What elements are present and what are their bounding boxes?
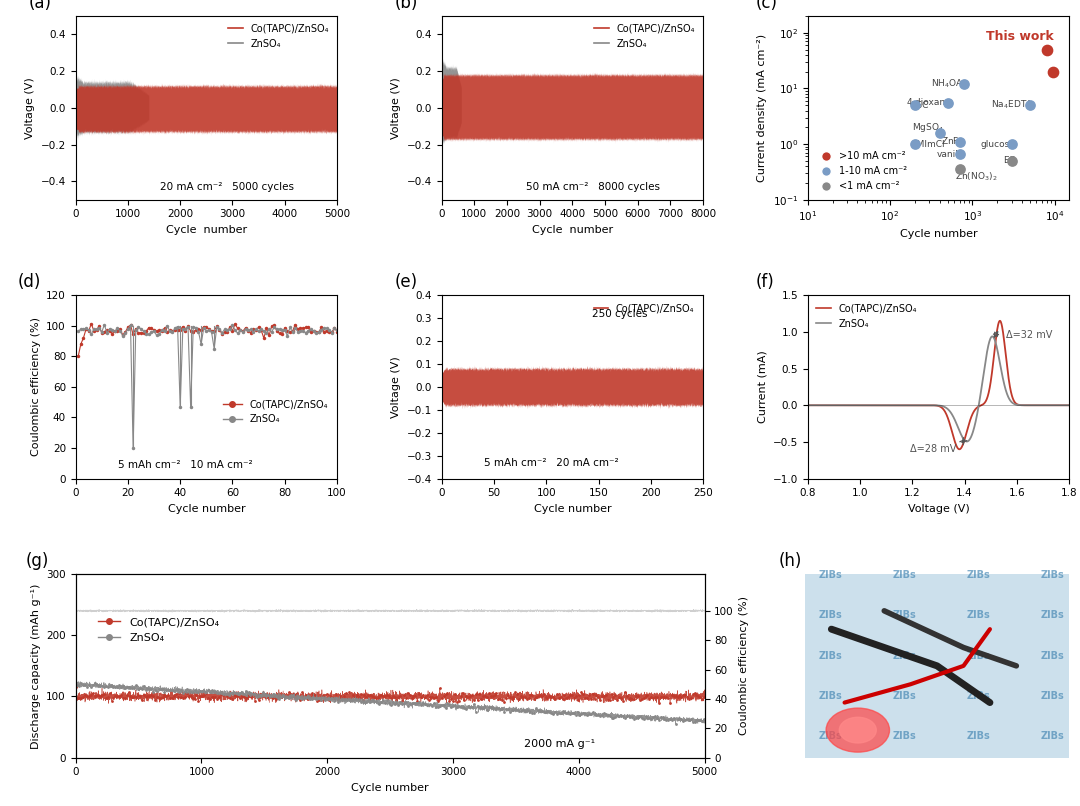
Y-axis label: Discharge capacity (mAh g⁻¹): Discharge capacity (mAh g⁻¹) <box>30 584 41 749</box>
Text: 250 cycles: 250 cycles <box>592 310 647 319</box>
Text: (c): (c) <box>755 0 778 12</box>
Text: (b): (b) <box>394 0 418 12</box>
Text: MgSO$_4$: MgSO$_4$ <box>912 121 944 134</box>
Y-axis label: Voltage (V): Voltage (V) <box>391 77 401 139</box>
Point <box>951 135 969 148</box>
Point <box>1038 44 1055 56</box>
Text: ZIBs: ZIBs <box>1040 650 1064 661</box>
Text: 5 mAh cm⁻²   20 mA cm⁻²: 5 mAh cm⁻² 20 mA cm⁻² <box>484 458 619 467</box>
X-axis label: Cycle number: Cycle number <box>351 783 429 793</box>
Text: (f): (f) <box>755 273 774 292</box>
Text: ZIBs: ZIBs <box>1040 691 1064 701</box>
Text: ZIBs: ZIBs <box>967 650 990 661</box>
X-axis label: Voltage (V): Voltage (V) <box>907 504 970 514</box>
Point <box>1003 138 1021 151</box>
Text: ZIBs: ZIBs <box>819 731 842 742</box>
Point <box>906 99 923 112</box>
Point <box>931 127 948 139</box>
Text: vanilli: vanilli <box>936 150 963 159</box>
Text: This work: This work <box>986 30 1053 43</box>
Text: ZIBs: ZIBs <box>892 570 916 580</box>
Y-axis label: Voltage (V): Voltage (V) <box>391 356 401 418</box>
Text: Δ=32 mV: Δ=32 mV <box>1007 330 1053 340</box>
Text: (e): (e) <box>394 273 418 292</box>
Y-axis label: Coulombic efficiency (%): Coulombic efficiency (%) <box>30 318 41 456</box>
Text: ZIBs: ZIBs <box>819 610 842 620</box>
Legend: Co(TAPC)/ZnSO₄, ZnSO₄: Co(TAPC)/ZnSO₄, ZnSO₄ <box>812 300 921 333</box>
X-axis label: Cycle  number: Cycle number <box>165 225 247 235</box>
Y-axis label: Coulombic efficiency (%): Coulombic efficiency (%) <box>740 596 750 735</box>
Text: ZIBs: ZIBs <box>892 610 916 620</box>
Legend: Co(TAPC)/ZnSO₄, ZnSO₄: Co(TAPC)/ZnSO₄, ZnSO₄ <box>94 613 224 647</box>
Text: 50 mA cm⁻²   8000 cycles: 50 mA cm⁻² 8000 cycles <box>526 182 660 192</box>
Text: Zn(NO$_3$)$_2$: Zn(NO$_3$)$_2$ <box>956 170 998 183</box>
X-axis label: Cycle  number: Cycle number <box>531 225 613 235</box>
Text: TSC: TSC <box>910 101 928 110</box>
Text: 4-dioxane: 4-dioxane <box>907 98 951 107</box>
Text: ZIBs: ZIBs <box>892 691 916 701</box>
Point <box>956 77 973 90</box>
Text: (d): (d) <box>18 273 41 292</box>
Point <box>906 138 923 151</box>
Point <box>939 97 956 110</box>
Circle shape <box>839 717 876 743</box>
Text: ZIBs: ZIBs <box>967 570 990 580</box>
Text: ZIBs: ZIBs <box>892 731 916 742</box>
X-axis label: Cycle number: Cycle number <box>900 229 977 239</box>
Point <box>1003 155 1021 168</box>
X-axis label: Cycle number: Cycle number <box>534 504 611 514</box>
Legend: Co(TAPC)/ZnSO₄, ZnSO₄: Co(TAPC)/ZnSO₄, ZnSO₄ <box>226 21 333 52</box>
Point <box>951 148 969 161</box>
Point <box>1022 99 1039 112</box>
Text: ZIBs: ZIBs <box>1040 570 1064 580</box>
Text: Δ=28 mV: Δ=28 mV <box>909 444 956 455</box>
Text: NH$_4$OAc: NH$_4$OAc <box>931 78 969 90</box>
Text: ZIBs: ZIBs <box>1040 731 1064 742</box>
Text: (h): (h) <box>779 552 801 571</box>
Text: EG: EG <box>1003 156 1016 165</box>
Text: ZIBs: ZIBs <box>1040 610 1064 620</box>
Text: EMImCl: EMImCl <box>910 139 944 148</box>
Text: ZIBs: ZIBs <box>819 570 842 580</box>
Point <box>951 163 969 176</box>
X-axis label: Cycle number: Cycle number <box>167 504 245 514</box>
Text: ZIBs: ZIBs <box>967 610 990 620</box>
Text: ZnF$_2$: ZnF$_2$ <box>942 135 963 148</box>
Text: ZIBs: ZIBs <box>892 650 916 661</box>
Y-axis label: Current (mA): Current (mA) <box>757 351 767 423</box>
Y-axis label: Current density (mA cm⁻²): Current density (mA cm⁻²) <box>757 34 767 182</box>
Legend: >10 mA cm⁻², 1-10 mA cm⁻², <1 mA cm⁻²: >10 mA cm⁻², 1-10 mA cm⁻², <1 mA cm⁻² <box>812 147 910 195</box>
Y-axis label: Voltage (V): Voltage (V) <box>25 77 35 139</box>
Point <box>1044 65 1062 78</box>
Legend: Co(TAPC)/ZnSO₄, ZnSO₄: Co(TAPC)/ZnSO₄, ZnSO₄ <box>592 21 699 52</box>
Text: ZIBs: ZIBs <box>819 691 842 701</box>
Text: (g): (g) <box>25 552 49 571</box>
Legend: Co(TAPC)/ZnSO₄, ZnSO₄: Co(TAPC)/ZnSO₄, ZnSO₄ <box>219 395 333 428</box>
Text: 20 mA cm⁻²   5000 cycles: 20 mA cm⁻² 5000 cycles <box>160 182 294 192</box>
Legend: Co(TAPC)/ZnSO₄: Co(TAPC)/ZnSO₄ <box>590 300 699 318</box>
Text: Na$_4$EDTA: Na$_4$EDTA <box>991 99 1034 111</box>
Text: ZIBs: ZIBs <box>967 731 990 742</box>
Text: (a): (a) <box>28 0 52 12</box>
Text: ZIBs: ZIBs <box>819 650 842 661</box>
Circle shape <box>826 708 890 752</box>
Text: 2000 mA g⁻¹: 2000 mA g⁻¹ <box>524 738 595 749</box>
Text: 5 mAh cm⁻²   10 mA cm⁻²: 5 mAh cm⁻² 10 mA cm⁻² <box>118 459 253 470</box>
Text: glucose: glucose <box>981 139 1016 148</box>
Text: ZIBs: ZIBs <box>967 691 990 701</box>
